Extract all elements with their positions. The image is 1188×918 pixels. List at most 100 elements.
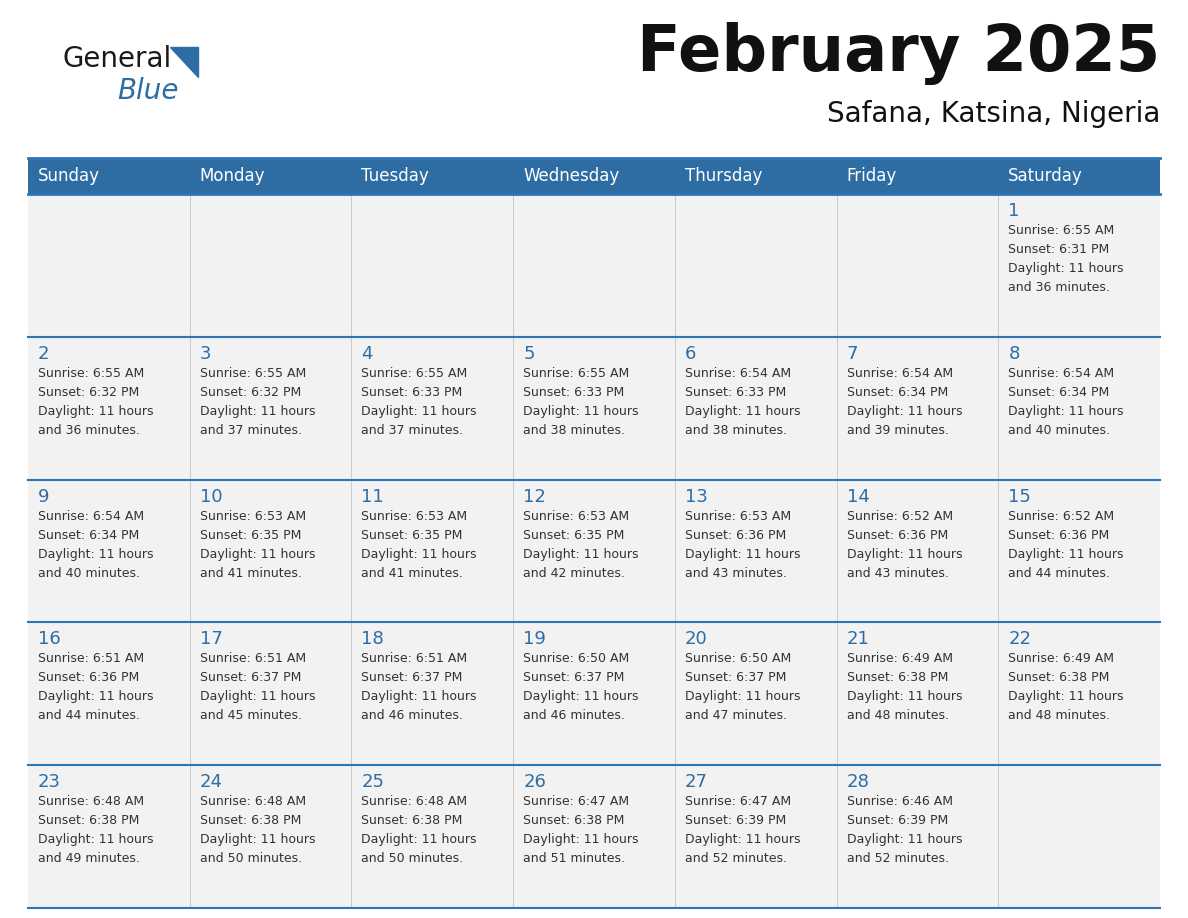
FancyBboxPatch shape <box>675 194 836 337</box>
Text: Sunset: 6:36 PM: Sunset: 6:36 PM <box>38 671 139 685</box>
Text: Sunrise: 6:55 AM: Sunrise: 6:55 AM <box>361 367 468 380</box>
Text: Daylight: 11 hours: Daylight: 11 hours <box>38 690 153 703</box>
FancyBboxPatch shape <box>352 766 513 908</box>
Text: 16: 16 <box>38 631 61 648</box>
FancyBboxPatch shape <box>513 194 675 337</box>
Text: Daylight: 11 hours: Daylight: 11 hours <box>38 548 153 561</box>
Text: and 52 minutes.: and 52 minutes. <box>684 852 786 865</box>
Text: and 46 minutes.: and 46 minutes. <box>523 710 625 722</box>
Text: Daylight: 11 hours: Daylight: 11 hours <box>847 834 962 846</box>
Text: Daylight: 11 hours: Daylight: 11 hours <box>523 405 639 418</box>
FancyBboxPatch shape <box>675 622 836 766</box>
Text: Sunrise: 6:54 AM: Sunrise: 6:54 AM <box>1009 367 1114 380</box>
FancyBboxPatch shape <box>998 479 1159 622</box>
Text: and 43 minutes.: and 43 minutes. <box>684 566 786 579</box>
FancyBboxPatch shape <box>190 337 352 479</box>
FancyBboxPatch shape <box>513 622 675 766</box>
Text: Daylight: 11 hours: Daylight: 11 hours <box>684 690 801 703</box>
FancyBboxPatch shape <box>513 479 675 622</box>
Text: Sunset: 6:37 PM: Sunset: 6:37 PM <box>200 671 301 685</box>
Text: Sunrise: 6:55 AM: Sunrise: 6:55 AM <box>200 367 307 380</box>
Text: Blue: Blue <box>116 77 178 105</box>
Text: 26: 26 <box>523 773 546 791</box>
FancyBboxPatch shape <box>190 194 352 337</box>
FancyBboxPatch shape <box>836 337 998 479</box>
Text: Sunrise: 6:53 AM: Sunrise: 6:53 AM <box>684 509 791 522</box>
FancyBboxPatch shape <box>29 479 190 622</box>
Text: Daylight: 11 hours: Daylight: 11 hours <box>1009 405 1124 418</box>
Text: 4: 4 <box>361 345 373 363</box>
FancyBboxPatch shape <box>675 479 836 622</box>
Text: Sunrise: 6:47 AM: Sunrise: 6:47 AM <box>684 795 791 808</box>
FancyBboxPatch shape <box>352 622 513 766</box>
Text: 8: 8 <box>1009 345 1019 363</box>
Text: Daylight: 11 hours: Daylight: 11 hours <box>847 405 962 418</box>
Text: Sunrise: 6:49 AM: Sunrise: 6:49 AM <box>1009 653 1114 666</box>
Text: and 48 minutes.: and 48 minutes. <box>1009 710 1111 722</box>
Text: Daylight: 11 hours: Daylight: 11 hours <box>684 834 801 846</box>
Text: Sunset: 6:39 PM: Sunset: 6:39 PM <box>847 814 948 827</box>
Text: Sunset: 6:35 PM: Sunset: 6:35 PM <box>361 529 463 542</box>
Text: Daylight: 11 hours: Daylight: 11 hours <box>200 548 315 561</box>
Text: 27: 27 <box>684 773 708 791</box>
Text: and 36 minutes.: and 36 minutes. <box>1009 281 1110 294</box>
Text: Sunset: 6:37 PM: Sunset: 6:37 PM <box>523 671 625 685</box>
Text: and 50 minutes.: and 50 minutes. <box>361 852 463 865</box>
FancyBboxPatch shape <box>998 622 1159 766</box>
Text: and 44 minutes.: and 44 minutes. <box>38 710 140 722</box>
Text: and 43 minutes.: and 43 minutes. <box>847 566 948 579</box>
Text: Sunrise: 6:55 AM: Sunrise: 6:55 AM <box>38 367 144 380</box>
Text: Sunrise: 6:51 AM: Sunrise: 6:51 AM <box>200 653 305 666</box>
Text: 18: 18 <box>361 631 384 648</box>
Text: Daylight: 11 hours: Daylight: 11 hours <box>1009 548 1124 561</box>
FancyBboxPatch shape <box>998 194 1159 337</box>
Text: General: General <box>62 45 171 73</box>
Text: Daylight: 11 hours: Daylight: 11 hours <box>361 548 476 561</box>
Text: Sunset: 6:33 PM: Sunset: 6:33 PM <box>523 386 625 398</box>
Text: 22: 22 <box>1009 631 1031 648</box>
FancyBboxPatch shape <box>352 479 513 622</box>
Text: 9: 9 <box>38 487 50 506</box>
Text: and 38 minutes.: and 38 minutes. <box>684 424 786 437</box>
Text: Sunrise: 6:46 AM: Sunrise: 6:46 AM <box>847 795 953 808</box>
FancyBboxPatch shape <box>513 766 675 908</box>
Text: Daylight: 11 hours: Daylight: 11 hours <box>523 548 639 561</box>
Text: Daylight: 11 hours: Daylight: 11 hours <box>847 690 962 703</box>
Text: Sunset: 6:31 PM: Sunset: 6:31 PM <box>1009 243 1110 256</box>
Text: Sunrise: 6:52 AM: Sunrise: 6:52 AM <box>847 509 953 522</box>
Text: and 45 minutes.: and 45 minutes. <box>200 710 302 722</box>
Text: and 38 minutes.: and 38 minutes. <box>523 424 625 437</box>
Text: 1: 1 <box>1009 202 1019 220</box>
Text: February 2025: February 2025 <box>637 22 1159 85</box>
Text: and 48 minutes.: and 48 minutes. <box>847 710 948 722</box>
Text: Daylight: 11 hours: Daylight: 11 hours <box>38 834 153 846</box>
Text: Sunset: 6:38 PM: Sunset: 6:38 PM <box>361 814 463 827</box>
Text: Sunrise: 6:52 AM: Sunrise: 6:52 AM <box>1009 509 1114 522</box>
Text: Sunrise: 6:48 AM: Sunrise: 6:48 AM <box>38 795 144 808</box>
Text: Sunset: 6:36 PM: Sunset: 6:36 PM <box>1009 529 1110 542</box>
Text: Daylight: 11 hours: Daylight: 11 hours <box>200 405 315 418</box>
FancyBboxPatch shape <box>836 622 998 766</box>
FancyBboxPatch shape <box>836 479 998 622</box>
Text: and 42 minutes.: and 42 minutes. <box>523 566 625 579</box>
Text: Sunset: 6:37 PM: Sunset: 6:37 PM <box>684 671 786 685</box>
Text: Sunday: Sunday <box>38 167 100 185</box>
Text: Daylight: 11 hours: Daylight: 11 hours <box>361 834 476 846</box>
Text: Daylight: 11 hours: Daylight: 11 hours <box>523 690 639 703</box>
FancyBboxPatch shape <box>352 194 513 337</box>
Text: Sunrise: 6:54 AM: Sunrise: 6:54 AM <box>684 367 791 380</box>
Text: Sunset: 6:38 PM: Sunset: 6:38 PM <box>38 814 139 827</box>
Text: 19: 19 <box>523 631 546 648</box>
FancyBboxPatch shape <box>190 766 352 908</box>
Text: Sunset: 6:34 PM: Sunset: 6:34 PM <box>38 529 139 542</box>
Text: 25: 25 <box>361 773 385 791</box>
Text: Sunrise: 6:51 AM: Sunrise: 6:51 AM <box>38 653 144 666</box>
Text: Daylight: 11 hours: Daylight: 11 hours <box>200 834 315 846</box>
Text: and 40 minutes.: and 40 minutes. <box>38 566 140 579</box>
FancyBboxPatch shape <box>29 194 190 337</box>
Text: Sunrise: 6:54 AM: Sunrise: 6:54 AM <box>847 367 953 380</box>
Text: Sunset: 6:38 PM: Sunset: 6:38 PM <box>1009 671 1110 685</box>
Text: Sunset: 6:39 PM: Sunset: 6:39 PM <box>684 814 786 827</box>
Text: Sunset: 6:34 PM: Sunset: 6:34 PM <box>847 386 948 398</box>
Text: 7: 7 <box>847 345 858 363</box>
